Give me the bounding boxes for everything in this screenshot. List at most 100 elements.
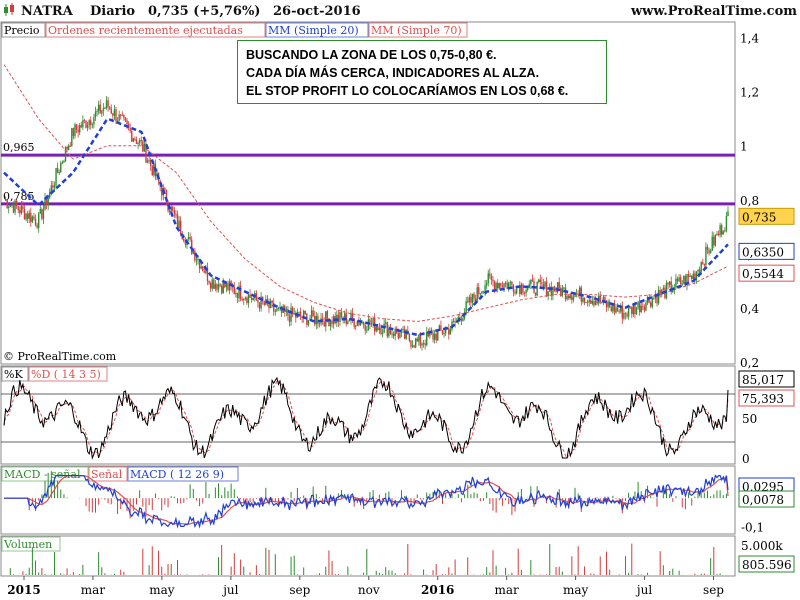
candle-body bbox=[31, 216, 34, 223]
candle-body bbox=[432, 333, 434, 340]
candle-body bbox=[719, 225, 721, 235]
candle-body bbox=[722, 231, 724, 235]
candle-body bbox=[482, 291, 485, 293]
candle-body bbox=[490, 276, 493, 280]
candle-body bbox=[457, 316, 459, 321]
price-legend: Precio Ordenes recientemente ejecutadas … bbox=[1, 22, 468, 38]
candle-body bbox=[433, 333, 436, 340]
price-last-label-box bbox=[738, 207, 795, 225]
candle-body bbox=[717, 233, 720, 235]
sma20-last-label-box bbox=[738, 242, 795, 260]
candle-body bbox=[629, 306, 631, 308]
candle-body bbox=[599, 295, 601, 303]
candle-body bbox=[244, 297, 247, 299]
candle-body bbox=[386, 322, 388, 337]
candle-body bbox=[465, 301, 467, 313]
candle-body bbox=[703, 264, 706, 266]
candle-body bbox=[720, 225, 723, 235]
copyright-label: © ProRealTime.com bbox=[3, 350, 117, 363]
candle-body bbox=[709, 250, 712, 254]
candle-body bbox=[443, 333, 445, 335]
candle-body bbox=[377, 326, 379, 331]
candle-body bbox=[708, 249, 710, 254]
candle-body bbox=[132, 138, 135, 142]
last-value-labels: 0,7350,63500,554485,01775,3930,02950,007… bbox=[738, 207, 795, 573]
candle-body bbox=[430, 332, 433, 334]
candle-body bbox=[246, 297, 248, 303]
candle-body bbox=[473, 293, 475, 299]
candle-body bbox=[678, 277, 680, 282]
candle-body bbox=[662, 287, 665, 290]
candle-body bbox=[276, 308, 278, 311]
candle-body bbox=[359, 323, 362, 326]
candle-body bbox=[328, 318, 330, 327]
candle-body bbox=[88, 120, 90, 126]
candle-body bbox=[563, 287, 565, 289]
candle-body bbox=[444, 329, 447, 334]
candle-body bbox=[329, 320, 332, 327]
candle-body bbox=[691, 275, 693, 279]
x-tick-label: mar bbox=[495, 583, 520, 597]
candle-body bbox=[582, 297, 584, 302]
candle-body bbox=[498, 283, 500, 289]
candle-body bbox=[134, 138, 136, 140]
candle-body bbox=[544, 281, 546, 287]
stoch-d-line bbox=[3, 379, 729, 459]
support-resistance-lines: 0,965 0,785 bbox=[1, 141, 735, 206]
candle-body bbox=[452, 321, 455, 323]
candle-body bbox=[385, 322, 387, 324]
candle-body bbox=[596, 301, 598, 304]
candle-body bbox=[454, 321, 456, 323]
candle-body bbox=[108, 106, 111, 109]
candle-body bbox=[621, 305, 624, 319]
candle-body bbox=[290, 307, 292, 322]
candle-body bbox=[441, 330, 444, 335]
candle-body bbox=[692, 273, 694, 279]
candle-body bbox=[668, 281, 671, 285]
candle-body bbox=[400, 329, 403, 333]
candle-body bbox=[224, 281, 226, 288]
candle-body bbox=[243, 298, 245, 301]
candle-body bbox=[90, 120, 92, 125]
candle-body bbox=[679, 277, 682, 284]
legend-signal: Señal bbox=[91, 468, 123, 481]
analysis-annotation: BUSCANDO LA ZONA DE LOS 0,75-0,80 €. CAD… bbox=[237, 40, 607, 104]
candle-body bbox=[697, 269, 699, 272]
signal-last-label: 0,0078 bbox=[742, 493, 784, 507]
candle-body bbox=[362, 321, 365, 325]
candle-body bbox=[672, 290, 674, 293]
candle-body bbox=[15, 200, 18, 207]
candle-body bbox=[695, 271, 698, 280]
candle-body bbox=[638, 301, 641, 313]
candle-body bbox=[632, 304, 635, 315]
candle-body bbox=[526, 287, 529, 290]
candle-body bbox=[239, 285, 242, 300]
candle-body bbox=[623, 313, 625, 319]
candle-body bbox=[34, 218, 37, 225]
candle-body bbox=[369, 319, 371, 325]
candle-body bbox=[356, 320, 359, 326]
candle-body bbox=[192, 250, 194, 254]
candle-body bbox=[257, 300, 259, 303]
candle-body bbox=[372, 317, 374, 324]
candle-body bbox=[577, 293, 579, 295]
candle-body bbox=[467, 301, 469, 303]
legend-macd: MACD ( 12 26 9) bbox=[130, 468, 224, 481]
candle-body bbox=[124, 117, 127, 121]
candle-body bbox=[91, 124, 94, 126]
legend-k: %K bbox=[4, 368, 23, 381]
candle-body bbox=[61, 162, 64, 164]
candlestick-icon bbox=[4, 3, 14, 16]
candle-body bbox=[110, 108, 112, 114]
candle-body bbox=[142, 141, 144, 152]
candle-body bbox=[60, 162, 62, 173]
candle-body bbox=[198, 258, 201, 269]
candle-body bbox=[66, 146, 68, 150]
price-y-tick: 0,8 bbox=[740, 194, 759, 208]
price-change-label: 0,735 (+5,76%) bbox=[148, 4, 260, 19]
candle-body bbox=[149, 160, 152, 166]
candle-body bbox=[553, 286, 556, 292]
stoch-legend: %K %D ( 14 3 5) bbox=[1, 366, 108, 382]
candle-body bbox=[344, 313, 346, 321]
